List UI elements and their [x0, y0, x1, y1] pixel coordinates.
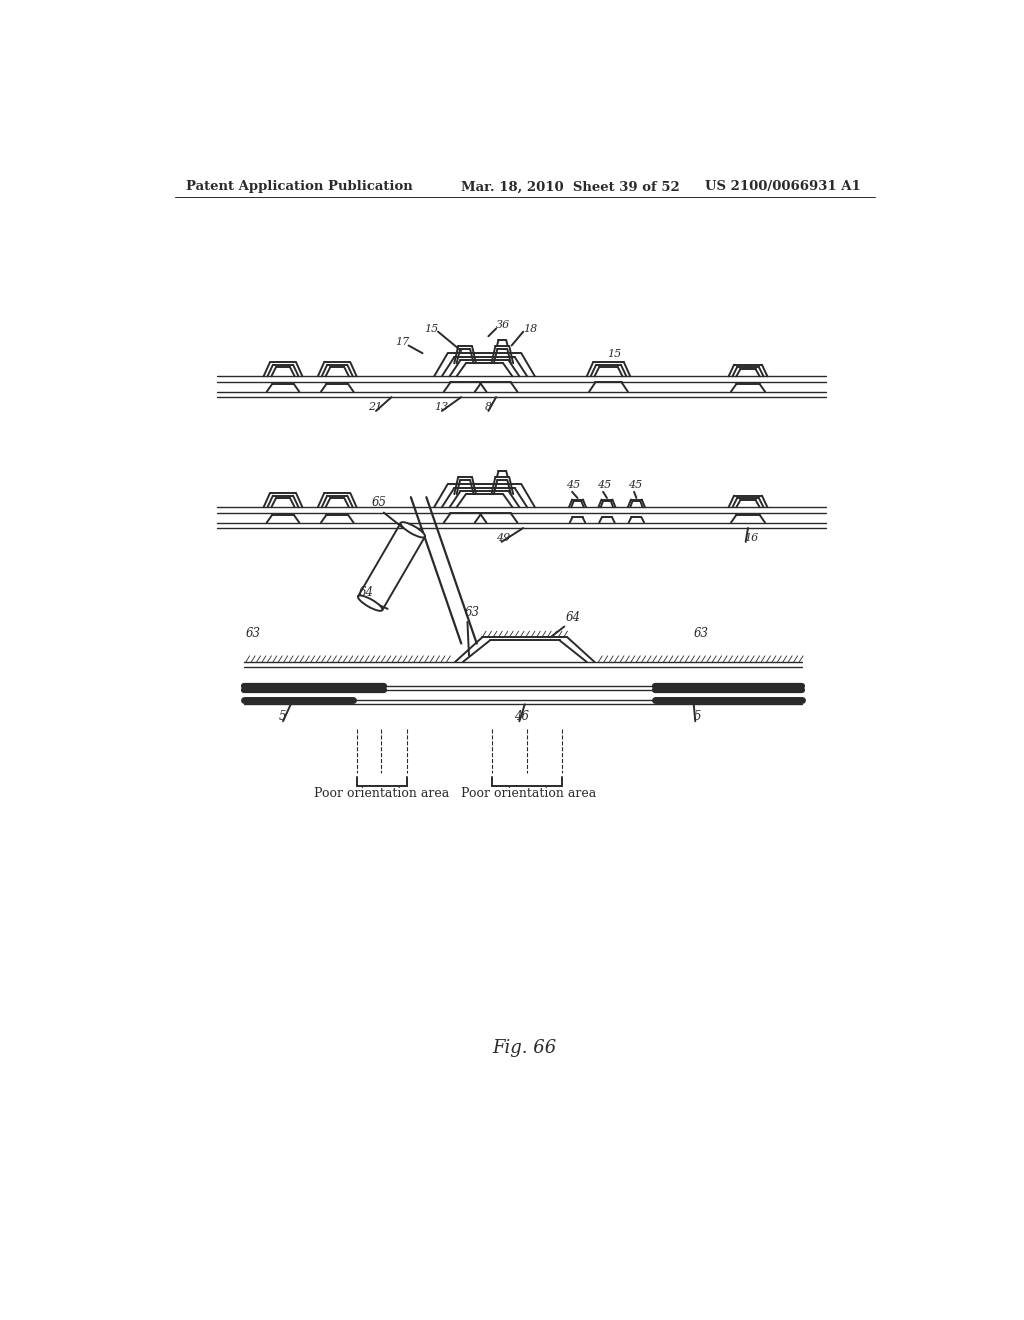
Text: Poor orientation area: Poor orientation area: [461, 787, 597, 800]
Text: 45: 45: [628, 480, 642, 490]
Text: 63: 63: [465, 606, 480, 619]
Text: 17: 17: [395, 337, 410, 347]
Text: 63: 63: [246, 627, 261, 640]
Text: 16: 16: [744, 533, 759, 544]
Text: 64: 64: [566, 611, 581, 624]
Text: Patent Application Publication: Patent Application Publication: [186, 181, 413, 194]
Text: Fig. 66: Fig. 66: [493, 1039, 557, 1057]
Text: 46: 46: [514, 710, 529, 723]
Text: 49: 49: [496, 533, 510, 544]
Text: 8: 8: [484, 403, 492, 412]
Text: 65: 65: [372, 496, 387, 508]
Text: 45: 45: [597, 480, 611, 490]
Text: 21: 21: [369, 403, 383, 412]
Ellipse shape: [400, 523, 425, 537]
Text: 15: 15: [424, 323, 438, 334]
Text: 5: 5: [693, 710, 701, 723]
Text: 64: 64: [359, 586, 374, 599]
Text: 18: 18: [523, 323, 538, 334]
Text: 63: 63: [693, 627, 709, 640]
Text: 36: 36: [496, 321, 510, 330]
Ellipse shape: [358, 595, 382, 611]
Text: 15: 15: [607, 350, 622, 359]
Text: 5: 5: [280, 710, 287, 723]
Text: Mar. 18, 2010  Sheet 39 of 52: Mar. 18, 2010 Sheet 39 of 52: [461, 181, 680, 194]
Text: 45: 45: [566, 480, 581, 490]
Text: US 2100/0066931 A1: US 2100/0066931 A1: [705, 181, 860, 194]
Text: 13: 13: [434, 403, 449, 412]
Text: Poor orientation area: Poor orientation area: [314, 787, 450, 800]
